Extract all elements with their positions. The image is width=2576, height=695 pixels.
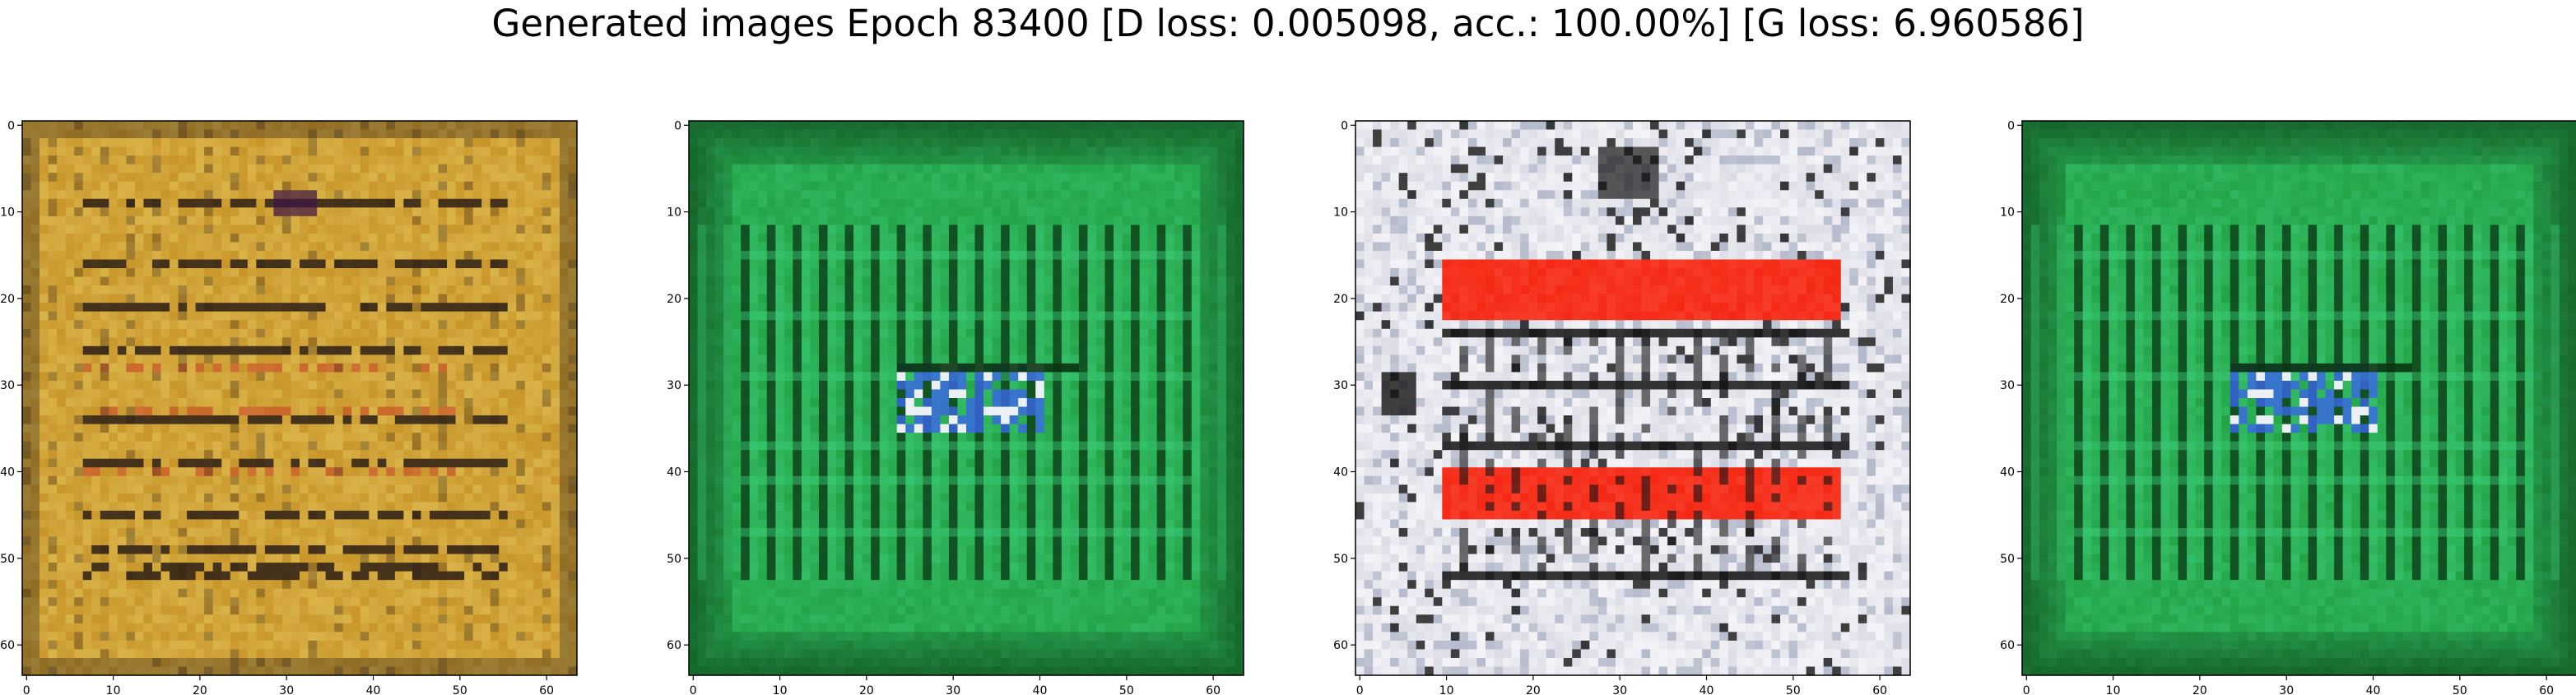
y-tick-label: 30	[1333, 379, 1348, 392]
figure-title: Generated images Epoch 83400 [D loss: 0.…	[491, 2, 2085, 45]
x-tick-label: 10	[106, 684, 121, 695]
x-tick-label: 20	[2192, 684, 2207, 695]
y-tick-label: 10	[2000, 206, 2015, 220]
x-tick-label: 10	[1439, 684, 1454, 695]
y-tick-label: 30	[667, 379, 681, 392]
y-tick-label: 40	[667, 466, 681, 480]
y-tick-label: 50	[0, 553, 15, 566]
x-tick-label: 60	[1206, 684, 1221, 695]
x-tick-label: 40	[1033, 684, 1048, 695]
x-tick-label: 0	[690, 684, 697, 695]
x-tick-label: 60	[1872, 684, 1887, 695]
y-tick-label: 50	[1333, 553, 1348, 566]
y-tick-label: 30	[2000, 379, 2015, 392]
y-tick-label: 60	[667, 639, 681, 652]
y-tick-label: 60	[0, 639, 15, 652]
y-tick-label: 0	[7, 119, 15, 132]
y-tick-label: 40	[0, 466, 15, 480]
image-panel-2: 0 10 20 30 40 50 60 0 10 20 30 40 50 60	[667, 119, 1244, 695]
axes-frame	[1355, 120, 1911, 676]
y-tick-label: 60	[1333, 639, 1348, 652]
y-tick-label: 40	[1333, 466, 1348, 480]
x-tick-label: 50	[1786, 684, 1801, 695]
x-tick-label: 50	[2453, 684, 2467, 695]
x-tick-label: 0	[2023, 684, 2030, 695]
x-tick-label: 60	[2539, 684, 2554, 695]
y-tick-label: 30	[0, 379, 15, 392]
x-tick-label: 10	[2106, 684, 2121, 695]
x-tick-label: 40	[2366, 684, 2381, 695]
x-tick-label: 60	[539, 684, 554, 695]
y-tick-label: 20	[2000, 293, 2015, 306]
x-tick-label: 20	[193, 684, 207, 695]
y-tick-label: 20	[667, 293, 681, 306]
x-tick-label: 10	[773, 684, 788, 695]
image-panel-4: 0 10 20 30 40 50 60 0 10 20 30 40 50 60	[2000, 119, 2576, 695]
y-tick-label: 10	[667, 206, 681, 220]
image-pixels	[689, 121, 1244, 676]
x-tick-label: 30	[279, 684, 294, 695]
x-tick-label: 20	[1526, 684, 1541, 695]
y-tick-label: 10	[1333, 206, 1348, 220]
x-tick-label: 40	[1700, 684, 1714, 695]
y-tick-label: 20	[0, 293, 15, 306]
image-panel-1: 0 10 20 30 40 50 60 0 10 20 30 40 50 60	[0, 119, 578, 695]
x-tick-label: 50	[1119, 684, 1134, 695]
x-tick-label: 0	[23, 684, 30, 695]
x-tick-label: 20	[859, 684, 874, 695]
x-tick-label: 40	[366, 684, 381, 695]
y-tick-label: 60	[2000, 639, 2015, 652]
axes-frame	[21, 120, 578, 676]
y-tick-label: 40	[2000, 466, 2015, 480]
image-panel-3: 0 10 20 30 40 50 60 0 10 20 30 40 50 60	[1333, 119, 1911, 695]
x-tick-label: 30	[1612, 684, 1627, 695]
image-pixels	[2022, 121, 2576, 676]
image-pixels	[22, 121, 578, 676]
x-tick-label: 0	[1356, 684, 1364, 695]
axes-frame	[2021, 120, 2576, 676]
x-tick-label: 30	[946, 684, 960, 695]
y-tick-label: 50	[667, 553, 681, 566]
y-tick-label: 10	[0, 206, 15, 220]
axes-frame	[688, 120, 1244, 676]
y-tick-label: 50	[2000, 553, 2015, 566]
x-tick-label: 30	[2279, 684, 2294, 695]
y-tick-label: 0	[2007, 119, 2015, 132]
x-tick-label: 50	[453, 684, 467, 695]
y-tick-label: 0	[674, 119, 681, 132]
y-tick-label: 0	[1341, 119, 1348, 132]
y-tick-label: 20	[1333, 293, 1348, 306]
image-pixels	[1355, 121, 1911, 676]
